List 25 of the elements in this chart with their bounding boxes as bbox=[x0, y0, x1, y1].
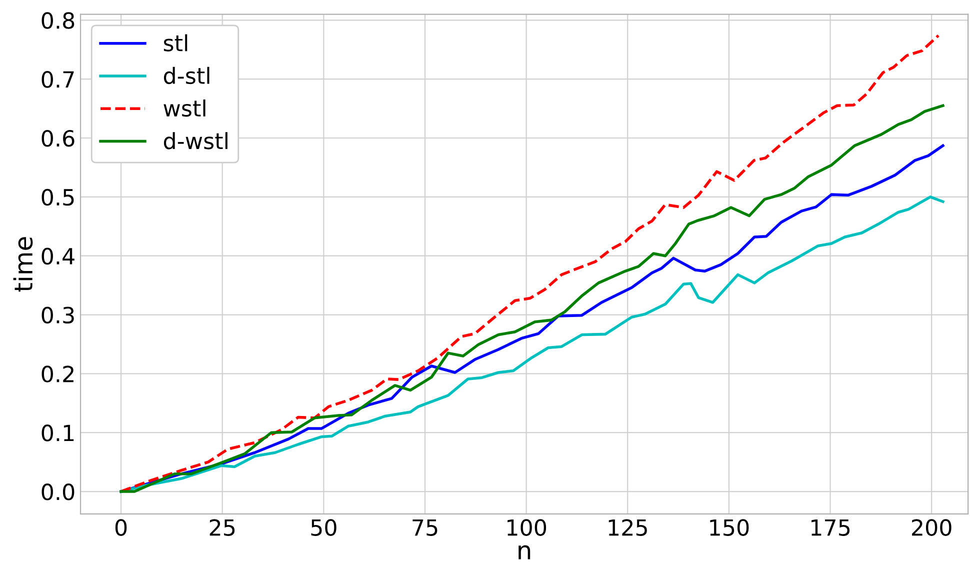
x-tick-label: 175 bbox=[812, 519, 850, 536]
x-tick-label: 100 bbox=[508, 519, 546, 536]
y-axis-title: time bbox=[13, 237, 33, 292]
x-tick-label: 150 bbox=[710, 519, 749, 536]
x-tick-label: 0 bbox=[115, 519, 127, 536]
x-tick-label: 125 bbox=[608, 519, 647, 536]
x-tick-label: 200 bbox=[912, 519, 952, 536]
y-tick-label: 0.5 bbox=[42, 188, 74, 206]
legend-label: stl bbox=[164, 34, 188, 52]
legend-label: d-wstl bbox=[164, 132, 228, 150]
x-axis-title: n bbox=[518, 545, 530, 560]
line-series bbox=[120, 34, 940, 493]
y-tick-label: 0.4 bbox=[42, 248, 74, 265]
y-tick-label: 0.2 bbox=[42, 366, 74, 382]
y-tick-label: 0.6 bbox=[42, 130, 74, 147]
y-tick-label: 0.3 bbox=[42, 306, 74, 324]
y-tick-label: 0.7 bbox=[42, 71, 74, 88]
legend-label: wstl bbox=[164, 100, 206, 117]
legend-label: d-stl bbox=[164, 66, 210, 84]
x-tick-label: 25 bbox=[210, 519, 235, 536]
y-tick-label: 0.8 bbox=[42, 12, 74, 29]
y-tick-label: 0.0 bbox=[42, 483, 74, 500]
y-tick-label: 0.1 bbox=[42, 424, 74, 442]
x-tick-label: 50 bbox=[311, 519, 336, 536]
x-tick-label: 75 bbox=[412, 519, 438, 536]
